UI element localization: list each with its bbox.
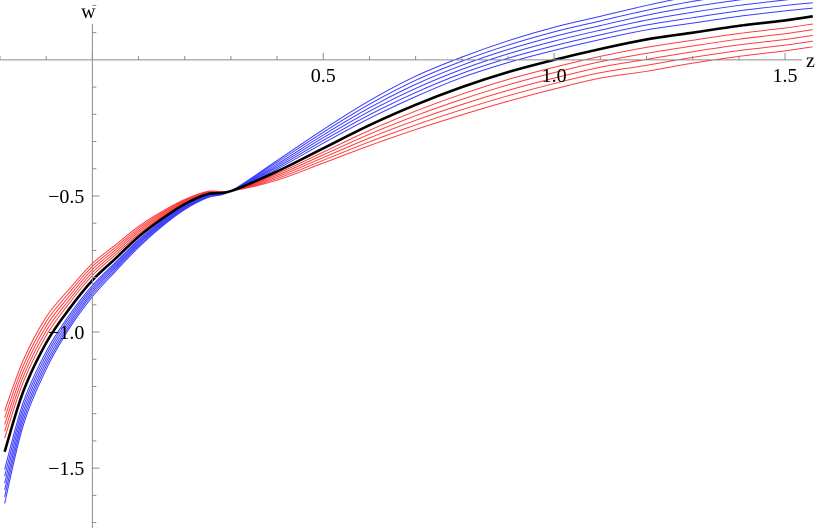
x-axis-label: z [806, 50, 815, 72]
y-ticks: −0.5 −1.0 −1.5 [48, 4, 100, 524]
series-line-center [3, 15, 813, 453]
series-line [4, 0, 743, 491]
series-line [4, 46, 813, 412]
series-line [4, 23, 813, 439]
series-line [4, 0, 705, 497]
y-axis-label: w [81, 1, 96, 23]
x-tick-label: 1.0 [542, 65, 567, 87]
x-ticks: 0.5 1.0 1.5 [0, 52, 798, 87]
series-line [4, 0, 790, 484]
series-layer [3, 0, 813, 504]
y-tick-label: −1.5 [48, 458, 84, 480]
x-tick-label: 0.5 [311, 65, 336, 87]
series-line [4, 7, 813, 470]
y-tick-label: −0.5 [48, 186, 84, 208]
series-line [4, 0, 675, 504]
series-line [4, 34, 813, 425]
series-line [4, 2, 813, 477]
series-line [4, 40, 813, 418]
y-tick-label: −1.0 [48, 322, 84, 344]
x-tick-label: 1.5 [773, 65, 798, 87]
series-line [4, 29, 813, 432]
